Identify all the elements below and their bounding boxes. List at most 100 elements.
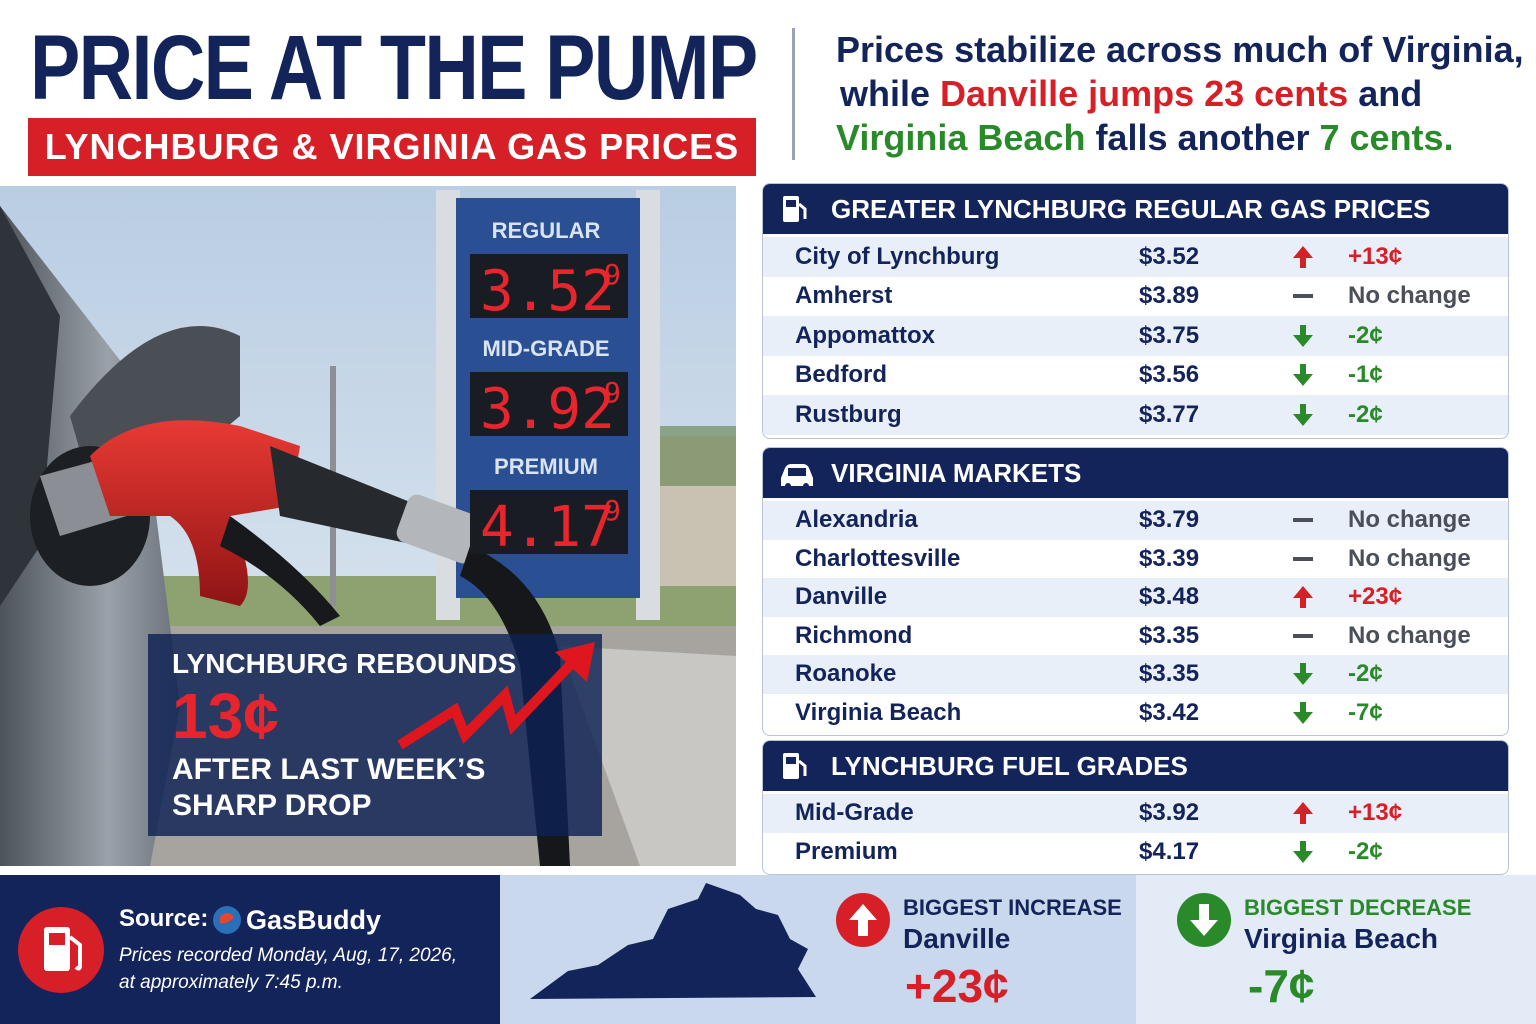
table-icon: [781, 464, 813, 489]
table-title: GREATER LYNCHBURG REGULAR GAS PRICES: [831, 193, 1431, 224]
increase-amount: +23¢: [905, 960, 1009, 1012]
price: $4.17: [1139, 837, 1200, 865]
callout-line: LYNCHBURG REBOUNDS: [172, 648, 517, 679]
headline-segment: falls another: [1085, 117, 1320, 158]
trend-arrow: [397, 642, 595, 750]
sign-panel: [470, 372, 628, 436]
place: Roanoke: [795, 660, 897, 688]
pump-icon: [18, 907, 104, 993]
change: +13¢: [1348, 799, 1403, 827]
price: $3.77: [1139, 400, 1200, 428]
headline: Prices stabilize across much of Virginia…: [836, 28, 1524, 160]
change: No change: [1348, 282, 1471, 310]
title: PRICE AT THE PUMP: [30, 17, 758, 119]
table-row: Amherst $3.89 No change: [763, 277, 1508, 317]
change-arrow: [1293, 294, 1313, 299]
callout-line: AFTER LAST WEEK’S: [172, 753, 486, 786]
change: No change: [1348, 506, 1471, 534]
table-row: Richmond $3.35 No change: [763, 617, 1508, 656]
callout-amount: 13¢: [172, 680, 279, 752]
up-icon: [836, 893, 890, 947]
table-row: Appomattox $3.75 -2¢: [763, 316, 1508, 356]
decrease-label: BIGGEST DECREASE: [1244, 895, 1472, 920]
headline-segment: Danville jumps 23 cents: [940, 73, 1349, 114]
change: -2¢: [1348, 837, 1383, 865]
change: No change: [1348, 544, 1471, 572]
decrease-amount: -7¢: [1248, 960, 1315, 1012]
sign-fraction: 9: [604, 376, 621, 409]
divider: [792, 28, 795, 160]
callout: LYNCHBURG REBOUNDS 13¢ AFTER LAST WEEK’S…: [148, 634, 602, 836]
price: $3.35: [1139, 621, 1200, 649]
change: +13¢: [1348, 242, 1403, 270]
source-name: GasBuddy: [246, 905, 382, 935]
change-arrow: [1293, 663, 1313, 686]
table-row: Charlottesville $3.39 No change: [763, 540, 1508, 579]
table-title: LYNCHBURG FUEL GRADES: [831, 750, 1188, 781]
sign-panel: [470, 490, 628, 554]
place: Premium: [795, 837, 898, 865]
change-arrow: [1293, 556, 1313, 561]
price: $3.35: [1139, 660, 1200, 688]
change: -7¢: [1348, 698, 1383, 726]
subtitle-banner: LYNCHBURG & VIRGINIA GAS PRICES: [28, 118, 756, 176]
down-icon: [1177, 893, 1231, 947]
change: -1¢: [1348, 361, 1383, 389]
change: -2¢: [1348, 321, 1383, 349]
price-table: LYNCHBURG FUEL GRADES Mid-Grade $3.92 +13¢ P…: [762, 740, 1509, 875]
footer-increase: BIGGEST INCREASE Danville +23¢: [500, 875, 1136, 1024]
footer-decrease: BIGGEST DECREASE Virginia Beach -7¢: [1136, 875, 1536, 1024]
change-arrow: [1293, 245, 1313, 268]
table-header: LYNCHBURG FUEL GRADES: [763, 741, 1508, 791]
headline-line: Virginia Beach falls another 7 cents.: [836, 116, 1524, 160]
place: Mid-Grade: [795, 799, 914, 827]
place: City of Lynchburg: [795, 242, 1000, 270]
table-header: VIRGINIA MARKETS: [763, 448, 1508, 498]
sign-price: 3.92: [480, 377, 615, 442]
table-body: Mid-Grade $3.92 +13¢ Premium $4.17 -2¢: [763, 791, 1508, 874]
sign-panel: [470, 254, 628, 318]
sign-grade: MID-GRADE: [482, 336, 609, 361]
headline-segment: Prices stabilize across much of Virginia…: [836, 29, 1524, 70]
sign-price: 3.52: [480, 259, 615, 324]
note: at approximately 7:45 p.m.: [119, 972, 343, 993]
change-arrow: [1293, 403, 1313, 426]
note: Prices recorded Monday, Aug, 17, 2026,: [119, 945, 457, 966]
price: $3.75: [1139, 321, 1200, 349]
change-arrow: [1293, 633, 1313, 638]
table-row: Roanoke $3.35 -2¢: [763, 655, 1508, 694]
table-body: City of Lynchburg $3.52 +13¢ Amherst $3.89 No…: [763, 234, 1508, 438]
table-row: Premium $4.17 -2¢: [763, 833, 1508, 872]
headline-line: while Danville jumps 23 cents and: [836, 72, 1524, 116]
change: -2¢: [1348, 660, 1383, 688]
table-row: Rustburg $3.77 -2¢: [763, 395, 1508, 435]
headline-segment: and: [1348, 73, 1423, 114]
place: Danville: [795, 583, 888, 611]
place: Richmond: [795, 621, 913, 649]
source-label: Source:: [119, 905, 209, 932]
increase-place: Danville: [903, 923, 1011, 954]
change: -2¢: [1348, 400, 1383, 428]
footer-source: Source: GasBuddy Prices recorded Monday,…: [0, 875, 500, 1024]
table-row: Danville $3.48 +23¢: [763, 578, 1508, 617]
change: No change: [1348, 621, 1471, 649]
place: Alexandria: [795, 506, 918, 534]
change-arrow: [1293, 701, 1313, 724]
price: $3.56: [1139, 361, 1200, 389]
price-table: GREATER LYNCHBURG REGULAR GAS PRICES City…: [762, 183, 1509, 439]
change-arrow: [1293, 364, 1313, 387]
table-row: Bedford $3.56 -1¢: [763, 356, 1508, 396]
change: +23¢: [1348, 583, 1403, 611]
table-row: Alexandria $3.79 No change: [763, 501, 1508, 540]
table-body: Alexandria $3.79 No change Charlottesville $…: [763, 498, 1508, 735]
change-arrow: [1293, 518, 1313, 523]
place: Charlottesville: [795, 544, 961, 572]
price-table: VIRGINIA MARKETS Alexandria $3.79 No change…: [762, 447, 1509, 736]
increase-label: BIGGEST INCREASE: [903, 895, 1122, 920]
change-arrow: [1293, 324, 1313, 347]
sign-grade: REGULAR: [492, 218, 601, 243]
change-arrow: [1293, 802, 1313, 825]
virginia-map: [530, 883, 816, 999]
price: $3.89: [1139, 282, 1200, 310]
